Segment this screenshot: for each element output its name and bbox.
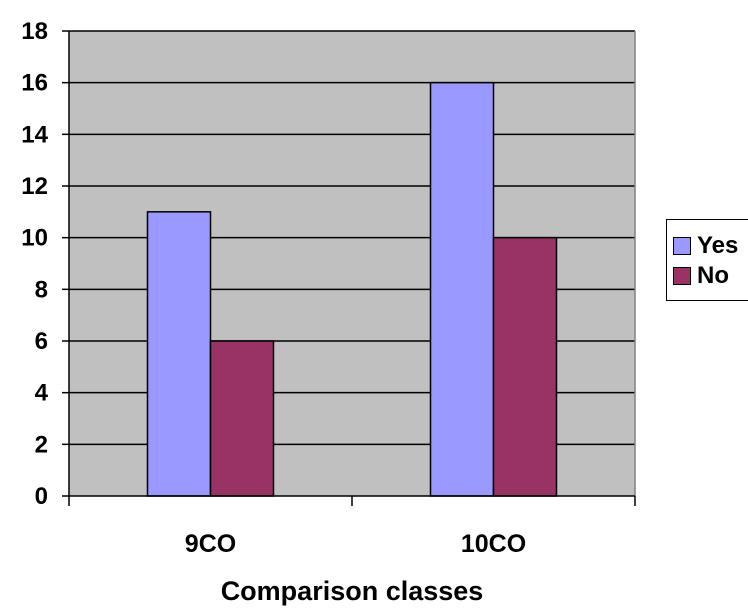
y-tick-label: 8 [35, 276, 48, 303]
bar-no-9co [209, 340, 275, 497]
legend: Yes No [666, 219, 748, 301]
x-tick-labels: 9CO 10CO [185, 530, 526, 558]
bars [146, 81, 558, 497]
legend-label-yes: Yes [697, 232, 739, 259]
bar-no-10co [492, 236, 558, 497]
legend-swatch-no [673, 267, 691, 285]
bar-yes-9co [146, 211, 212, 497]
y-tick-label: 10 [21, 225, 48, 252]
x-tick-label: 9CO [185, 530, 236, 558]
y-tick-label: 16 [21, 70, 48, 97]
y-tick-labels: 0 2 4 6 8 10 12 14 16 18 [21, 18, 48, 510]
legend-label-no: No [697, 262, 729, 289]
y-tick-label: 0 [35, 483, 48, 510]
legend-item-yes: Yes [673, 232, 738, 260]
legend-swatch-yes [673, 237, 691, 255]
x-tick-label: 10CO [461, 530, 526, 558]
y-tick-label: 12 [21, 173, 48, 200]
y-tick-label: 4 [35, 380, 49, 407]
y-tick-label: 6 [35, 328, 48, 355]
y-tick-label: 14 [21, 121, 48, 148]
legend-item-no: No [673, 262, 729, 290]
y-tick-label: 18 [21, 18, 48, 45]
x-axis-title: Comparison classes [221, 576, 484, 606]
axes [62, 30, 636, 506]
y-tick-label: 2 [35, 431, 48, 458]
bar-yes-10co [429, 81, 495, 497]
